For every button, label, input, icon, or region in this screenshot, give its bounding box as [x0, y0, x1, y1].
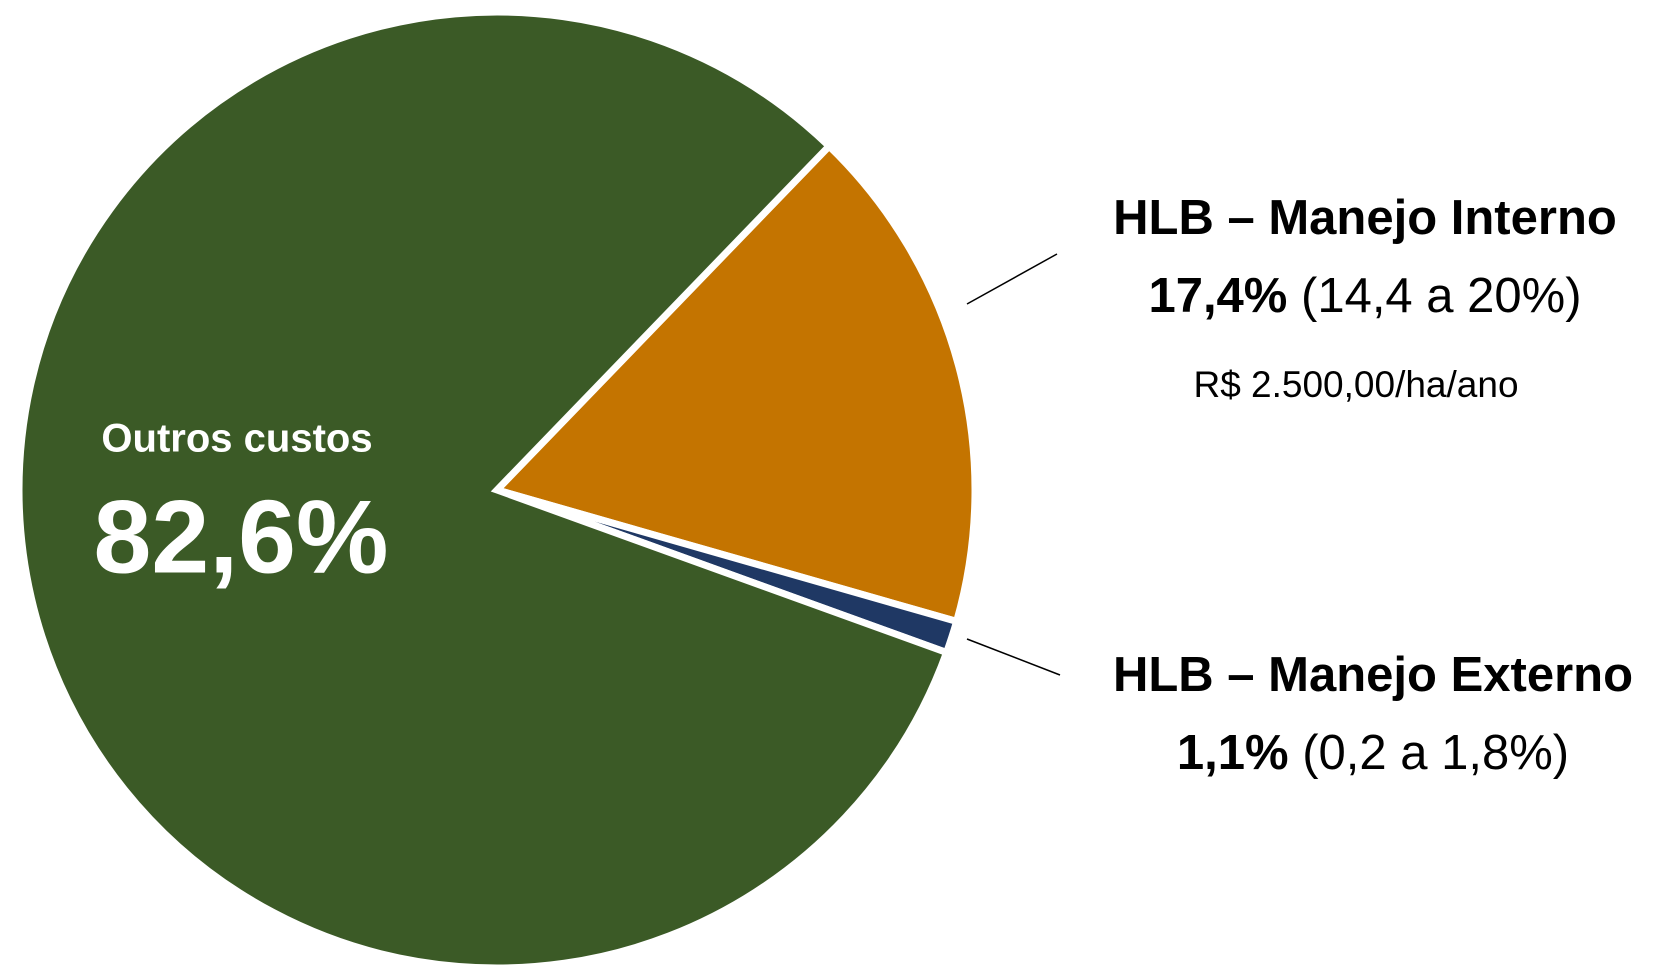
slice-value: 1,1% (0,2 a 1,8%)	[1177, 726, 1569, 780]
range-gap	[1289, 726, 1303, 780]
range-label: (14,4 a 20%)	[1301, 269, 1582, 323]
slice-value: 17,4% (14,4 a 20%)	[1148, 269, 1581, 323]
slice-label: Outros custos	[101, 417, 372, 461]
value-label: 17,4%	[1148, 269, 1287, 323]
value-label: 1,1%	[1177, 726, 1289, 780]
pie-slice	[490, 141, 979, 626]
note: R$ 2.500,00/ha/ano	[1193, 364, 1518, 405]
leader-line	[966, 253, 1058, 305]
leader-line	[966, 638, 1061, 676]
range-gap	[1287, 269, 1301, 323]
range-label: (0,2 a 1,8%)	[1302, 726, 1569, 780]
pie-slice	[15, 8, 952, 972]
slice-label: HLB – Manejo Interno	[1113, 191, 1617, 245]
slice-label: HLB – Manejo Externo	[1113, 648, 1633, 702]
value-label: 82,6%	[94, 479, 389, 595]
